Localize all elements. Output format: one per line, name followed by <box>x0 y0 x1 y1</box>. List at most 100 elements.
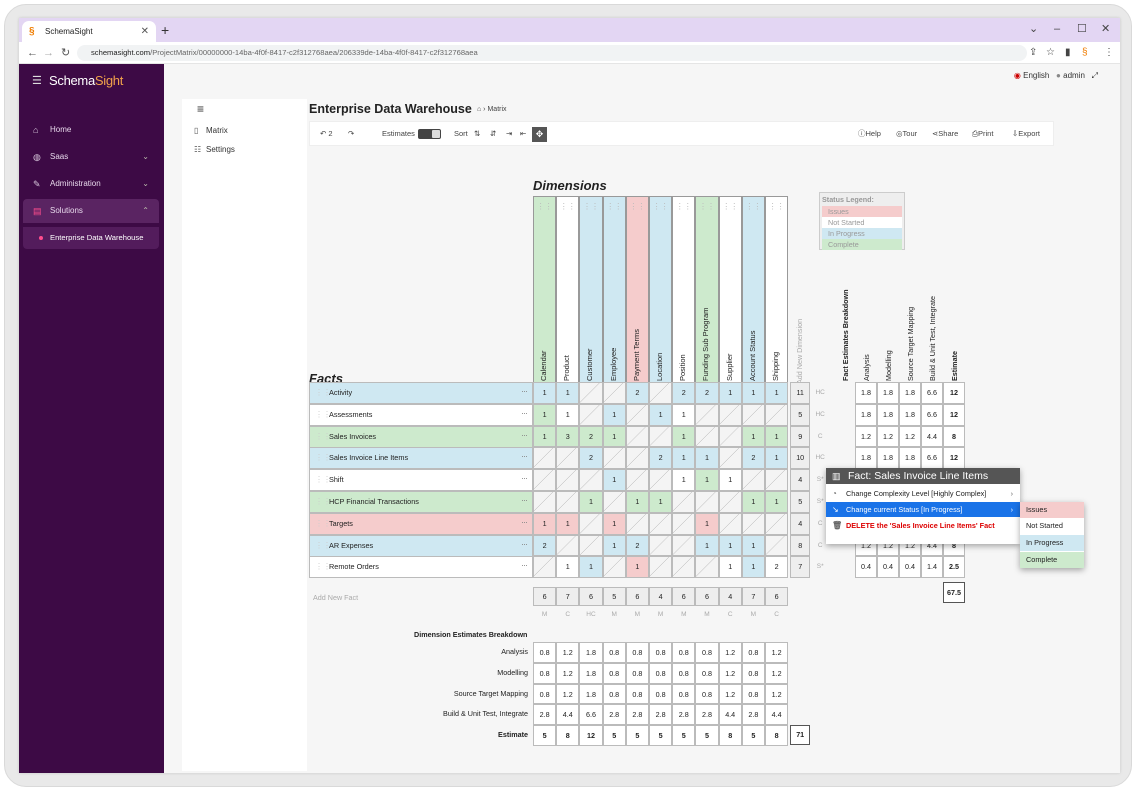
matrix-cell[interactable]: 1 <box>741 491 765 513</box>
matrix-cell[interactable]: 2 <box>649 447 673 470</box>
fact-row[interactable]: ⋮⋮ Activity ··· <box>309 382 533 404</box>
matrix-cell[interactable]: 1 <box>741 556 765 579</box>
app-logo[interactable]: SchemaSight <box>49 73 123 88</box>
matrix-cell[interactable]: 1 <box>672 469 696 491</box>
matrix-cell[interactable] <box>533 556 557 579</box>
matrix-cell[interactable]: 1 <box>556 403 580 426</box>
more-icon[interactable]: ··· <box>521 407 528 418</box>
matrix-cell[interactable] <box>649 512 673 535</box>
fact-complexity[interactable]: HC <box>815 454 825 462</box>
sidebar-subitem-edw[interactable]: Enterprise Data Warehouse <box>23 227 159 249</box>
matrix-cell[interactable]: 1 <box>765 491 789 513</box>
tour-button[interactable]: ◎Tour <box>896 129 918 138</box>
matrix-cell[interactable] <box>741 512 765 535</box>
avatar[interactable]: ● <box>1056 71 1061 80</box>
reload-icon[interactable]: ↻ <box>61 47 71 59</box>
matrix-cell[interactable]: 1 <box>649 403 673 426</box>
drag-handle-icon[interactable]: ⋮⋮ <box>315 431 331 441</box>
back-icon[interactable]: ← <box>27 47 38 59</box>
dimension-label[interactable]: Employee <box>608 347 618 381</box>
matrix-cell[interactable] <box>649 534 673 557</box>
status-option-not-started[interactable]: Not Started <box>1020 518 1084 534</box>
matrix-cell[interactable] <box>765 512 789 535</box>
matrix-cell[interactable]: 1 <box>741 425 765 448</box>
matrix-cell[interactable] <box>765 403 789 426</box>
maximize-icon[interactable]: ☐ <box>1077 23 1087 35</box>
fact-complexity[interactable]: S* <box>816 563 824 571</box>
drag-handle-icon[interactable]: ⋮⋮ <box>559 202 576 211</box>
more-icon[interactable]: ··· <box>521 495 528 505</box>
more-icon[interactable]: ··· <box>521 429 528 440</box>
dimension-complexity[interactable]: C <box>774 611 779 618</box>
matrix-cell[interactable]: 1 <box>602 512 626 535</box>
matrix-cell[interactable] <box>718 425 742 448</box>
matrix-cell[interactable]: 1 <box>533 512 557 535</box>
status-option-complete[interactable]: Complete <box>1020 552 1084 568</box>
undo-button[interactable]: ↶ 2 <box>320 129 333 138</box>
matrix-cell[interactable] <box>741 469 765 491</box>
matrix-cell[interactable]: 1 <box>625 556 649 579</box>
drag-handle-icon[interactable]: ⋮⋮ <box>315 388 331 397</box>
fact-row[interactable]: ⋮⋮ Shift ··· <box>309 469 533 492</box>
matrix-cell[interactable] <box>556 491 580 513</box>
fact-row[interactable]: ⋮⋮ AR Expenses ··· <box>309 534 533 557</box>
matrix-cell[interactable]: 1 <box>695 447 719 470</box>
change-status-item[interactable]: ↘ Change current Status [In Progress] › <box>826 502 1020 517</box>
matrix-cell[interactable]: 2 <box>625 534 649 557</box>
drag-handle-icon[interactable]: ⋮⋮ <box>698 202 715 211</box>
share-button[interactable]: ⋖Share <box>932 129 959 138</box>
drag-handle-icon[interactable]: ⋮⋮ <box>675 202 692 211</box>
help-button[interactable]: ⓘHelp <box>858 129 881 138</box>
fact-complexity[interactable]: S* <box>816 476 824 484</box>
matrix-cell[interactable] <box>695 403 719 426</box>
matrix-cell[interactable]: 1 <box>625 491 649 513</box>
matrix-cell[interactable] <box>718 403 742 426</box>
export-button[interactable]: ⇩Export <box>1012 129 1040 138</box>
matrix-cell[interactable] <box>718 491 742 513</box>
dimension-complexity[interactable]: M <box>657 611 664 618</box>
redo-button[interactable]: ↷ <box>348 129 355 138</box>
dimension-complexity[interactable]: M <box>541 611 548 618</box>
extension-icon[interactable]: § <box>1082 47 1088 58</box>
dimension-label[interactable]: Position <box>678 354 688 381</box>
matrix-cell[interactable] <box>765 534 789 557</box>
matrix-cell[interactable] <box>649 425 673 448</box>
drag-handle-icon[interactable]: ⋮⋮ <box>745 202 762 211</box>
matrix-cell[interactable]: 1 <box>533 425 557 448</box>
matrix-cell[interactable] <box>741 403 765 426</box>
matrix-cell[interactable]: 1 <box>695 534 719 557</box>
matrix-cell[interactable] <box>649 469 673 491</box>
fact-row[interactable]: ⋮⋮ Remote Orders ··· <box>309 556 533 579</box>
matrix-cell[interactable] <box>602 491 626 513</box>
matrix-cell[interactable]: 1 <box>718 534 742 557</box>
dimension-complexity[interactable]: M <box>611 611 617 618</box>
matrix-cell[interactable]: 1 <box>672 403 696 426</box>
matrix-cell[interactable]: 1 <box>556 382 580 404</box>
matrix-cell[interactable]: 2 <box>625 382 649 404</box>
matrix-cell[interactable]: 2 <box>741 447 765 470</box>
dimension-label[interactable]: Calendar <box>539 350 548 381</box>
drag-handle-icon[interactable]: ⋮⋮ <box>315 497 331 506</box>
dimension-complexity[interactable]: M <box>704 611 710 618</box>
language-selector[interactable]: English <box>1023 71 1050 80</box>
breadcrumb-item[interactable]: Matrix <box>487 106 507 113</box>
more-icon[interactable]: ··· <box>521 451 528 462</box>
drag-handle-icon[interactable]: ⋮⋮ <box>652 202 669 211</box>
fact-complexity[interactable]: HC <box>815 389 825 396</box>
matrix-cell[interactable] <box>556 534 580 557</box>
drag-handle-icon[interactable]: ⋮⋮ <box>582 202 599 211</box>
dimension-complexity[interactable]: M <box>681 611 687 618</box>
drag-handle-icon[interactable]: ⋮⋮ <box>315 453 331 463</box>
estimates-toggle[interactable]: Estimates <box>382 122 441 145</box>
change-complexity-item[interactable]: ◔ Change Complexity Level [Highly Complex… <box>826 486 1020 501</box>
matrix-cell[interactable] <box>695 556 719 579</box>
dimension-complexity[interactable]: M <box>750 611 757 618</box>
sidebar-item-home[interactable]: ⌂ Home <box>23 118 159 142</box>
more-icon[interactable]: ··· <box>521 473 528 484</box>
sidepanel-icon[interactable]: ▮ <box>1065 47 1071 58</box>
matrix-cell[interactable] <box>533 491 557 513</box>
dimension-complexity[interactable]: C <box>565 611 571 618</box>
add-dimension-button[interactable]: Add New Dimension <box>795 318 805 384</box>
delete-fact-item[interactable]: 🗑 DELETE the 'Sales Invoice Line Items' F… <box>826 518 1020 533</box>
matrix-cell[interactable] <box>533 447 557 470</box>
